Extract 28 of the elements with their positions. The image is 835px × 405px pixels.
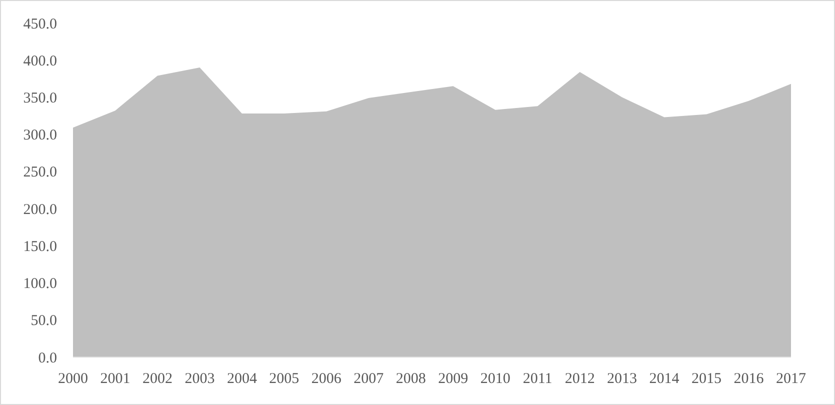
x-tick-label: 2010	[480, 371, 510, 387]
x-tick-label: 2013	[607, 371, 638, 387]
x-tick-label: 2005	[269, 371, 300, 387]
x-tick-label: 2001	[100, 371, 130, 387]
y-tick-label: 350.0	[23, 90, 57, 106]
x-tick-label: 2006	[311, 371, 342, 387]
x-tick-label: 2014	[649, 371, 680, 387]
x-tick-label: 2012	[564, 371, 595, 387]
x-tick-label: 2007	[354, 371, 384, 387]
x-tick-label: 2003	[184, 371, 215, 387]
y-tick-label: 300.0	[23, 128, 57, 144]
x-tick-label: 2002	[142, 371, 172, 387]
x-tick-label: 2004	[226, 371, 258, 387]
y-tick-label: 200.0	[23, 202, 57, 218]
x-tick-label: 2015	[692, 371, 722, 387]
x-tick-label: 2000	[58, 371, 88, 387]
y-tick-label: 0.0	[38, 350, 57, 366]
x-tick-label: 2009	[438, 371, 468, 387]
x-tick-label: 2017	[776, 371, 806, 387]
y-tick-label: 100.0	[23, 276, 57, 292]
y-tick-label: 400.0	[23, 53, 57, 70]
x-tick-label: 2016	[734, 371, 764, 387]
y-tick-label: 250.0	[23, 164, 57, 181]
y-tick-label: 50.0	[30, 313, 57, 330]
x-tick-label: 2008	[396, 371, 426, 387]
x-tick-label: 2011	[522, 371, 552, 387]
y-tick-label: 150.0	[23, 238, 57, 255]
y-tick-label: 450.0	[23, 16, 57, 32]
